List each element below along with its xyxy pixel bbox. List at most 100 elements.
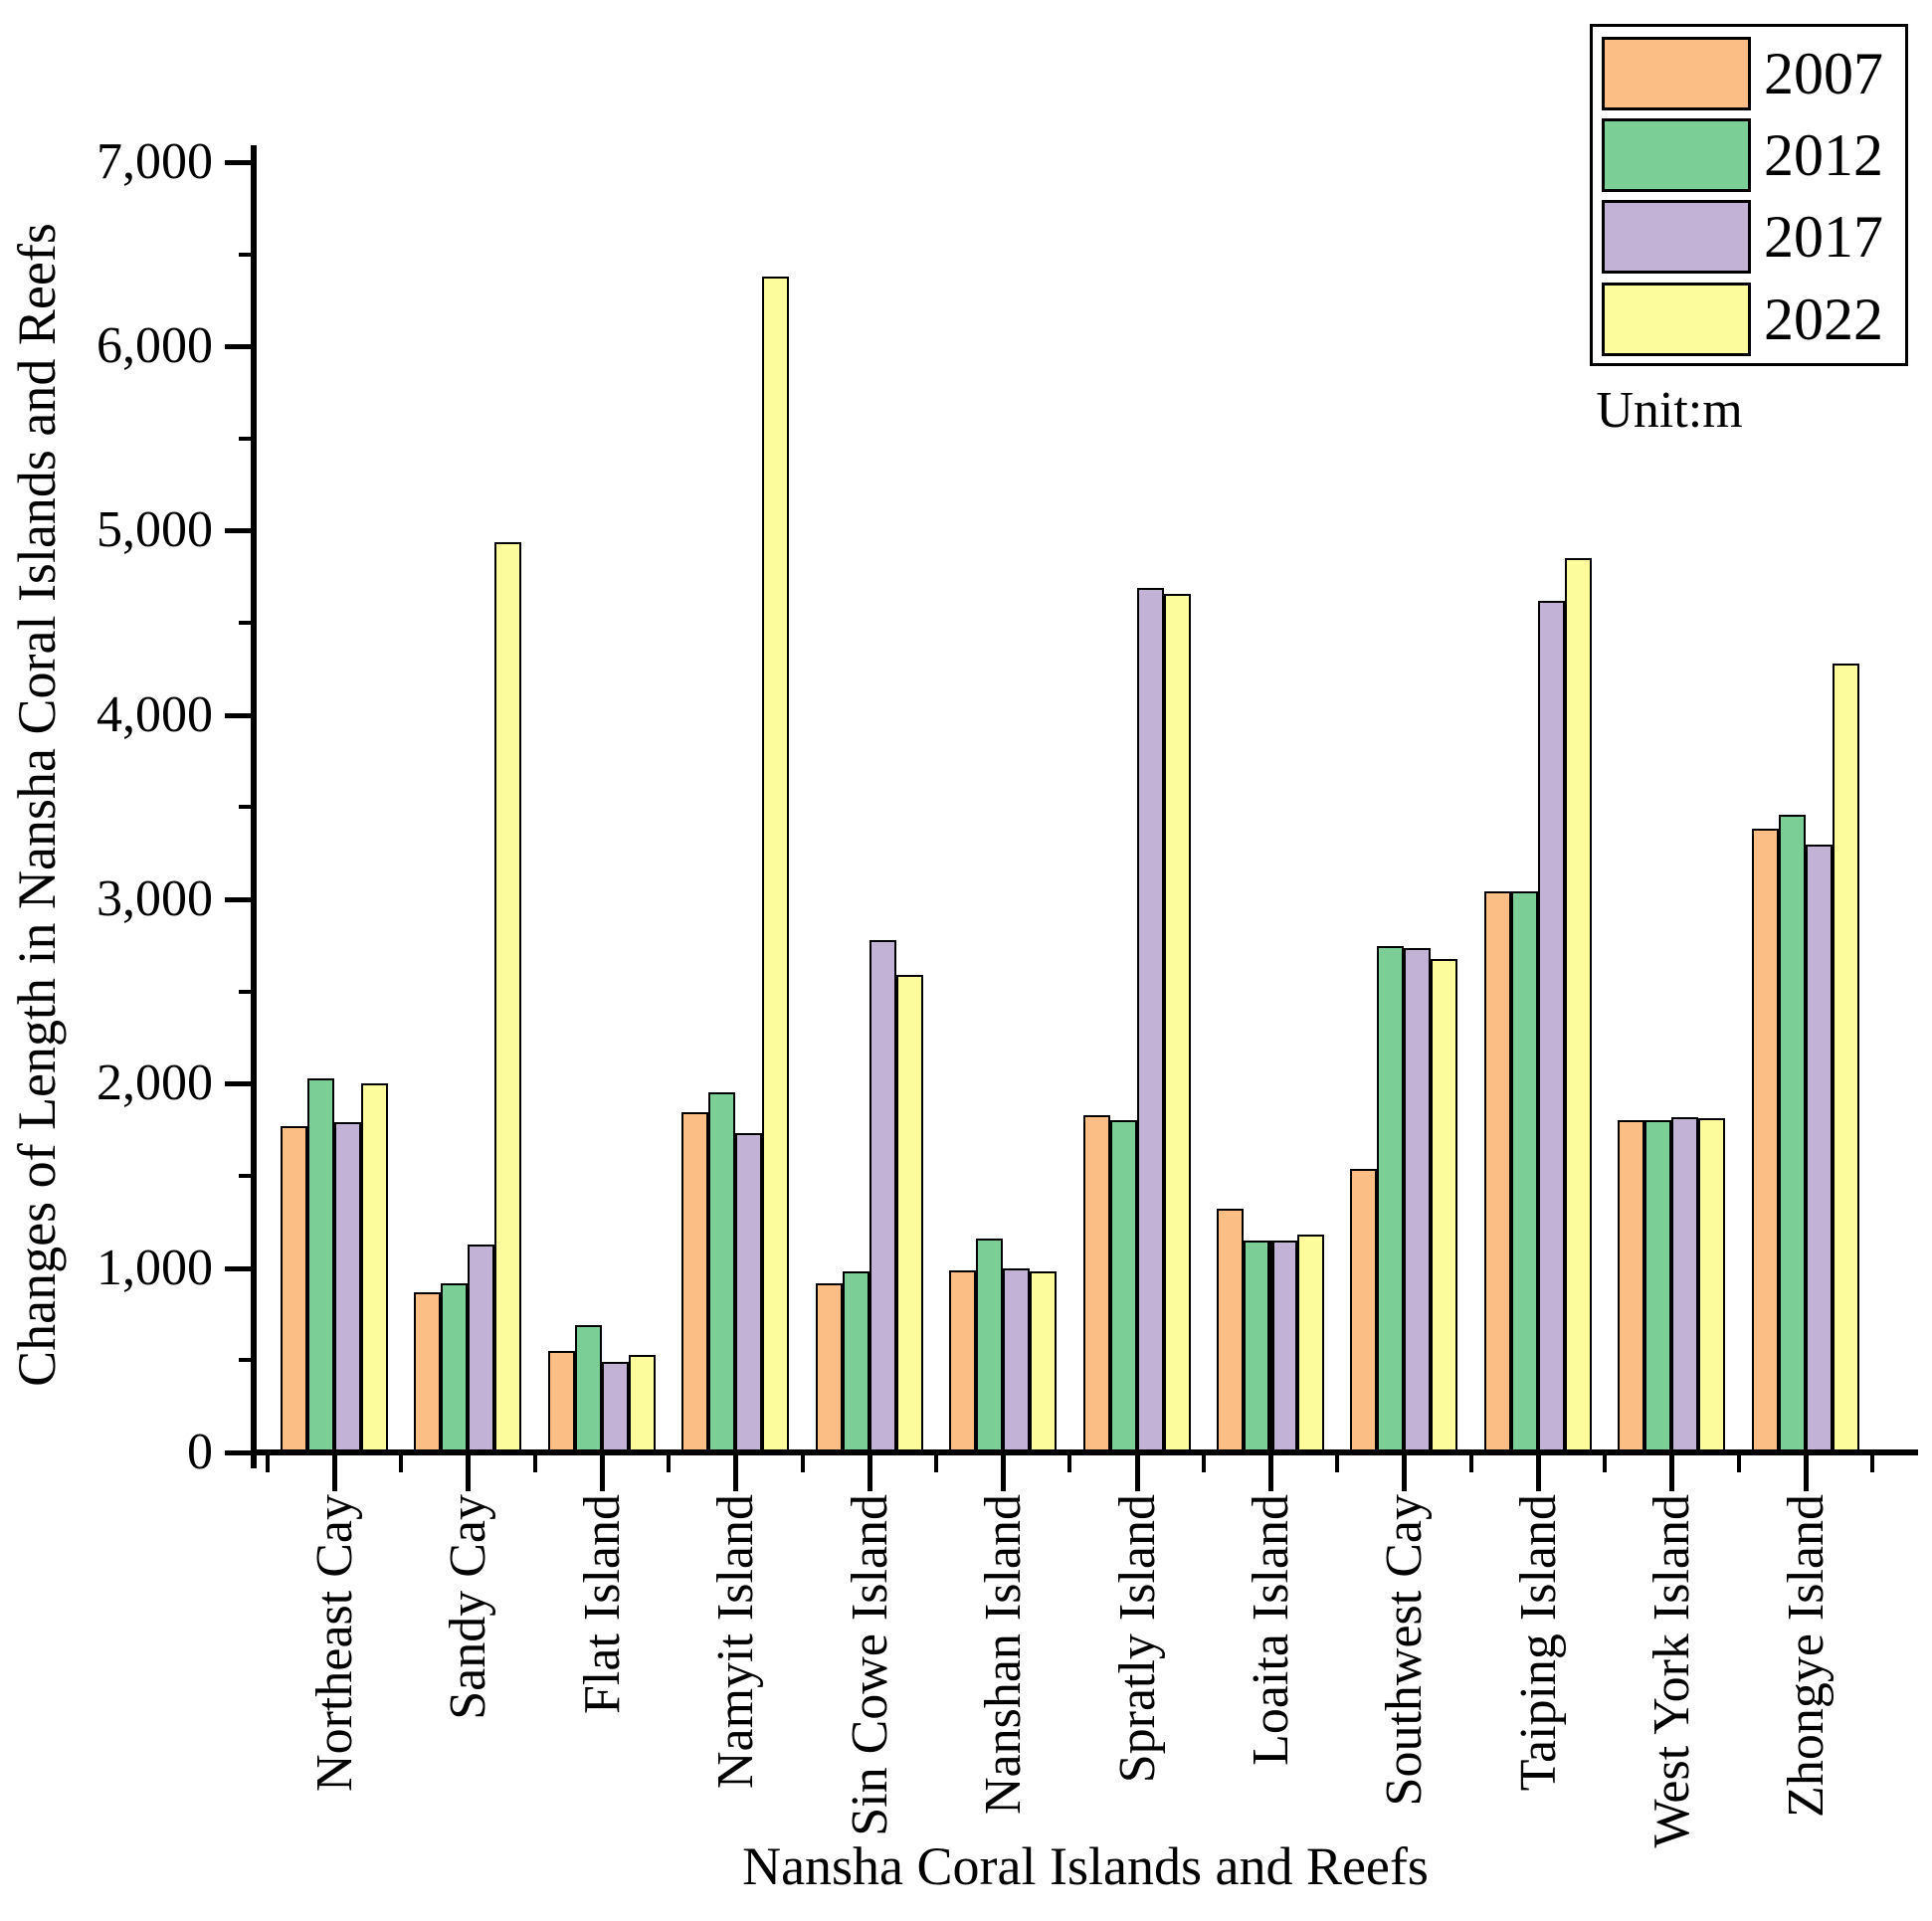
y-major-tick — [225, 713, 255, 718]
y-tick-label: 7,000 — [97, 133, 213, 190]
bar-2012-southwest-cay — [1377, 946, 1404, 1454]
bar-2022-zhongye-island — [1833, 664, 1859, 1454]
legend-label-2017: 2017 — [1764, 204, 1883, 270]
y-major-tick — [225, 897, 255, 902]
bar-2007-flat-island — [548, 1351, 575, 1454]
x-category-label-loaita-island: Loaita Island — [1243, 1494, 1299, 1766]
x-major-tick — [466, 1455, 471, 1491]
y-tick-label: 5,000 — [97, 501, 213, 558]
bar-2012-west-york-island — [1644, 1120, 1671, 1454]
bar-2017-sin-cowe-island — [869, 940, 896, 1454]
x-major-tick — [1669, 1455, 1674, 1491]
bar-2017-zhongye-island — [1806, 845, 1833, 1454]
bar-2012-northeast-cay — [307, 1078, 334, 1454]
bar-2022-namyit-island — [762, 277, 789, 1454]
x-category-label-southwest-cay: Southwest Cay — [1376, 1494, 1433, 1807]
x-major-tick — [1001, 1455, 1006, 1491]
y-minor-tick — [239, 1358, 255, 1362]
y-tick-label: 6,000 — [97, 317, 213, 374]
legend-swatch-2012 — [1602, 118, 1751, 192]
x-minor-tick — [1870, 1455, 1874, 1472]
bar-2007-southwest-cay — [1350, 1169, 1377, 1454]
x-major-tick — [1135, 1455, 1140, 1491]
bar-2007-zhongye-island — [1752, 829, 1779, 1454]
bar-2007-northeast-cay — [281, 1126, 307, 1454]
x-minor-tick — [934, 1455, 938, 1472]
x-major-tick — [600, 1455, 605, 1491]
bar-2007-nanshan-island — [949, 1270, 976, 1454]
x-major-tick — [1804, 1455, 1809, 1491]
x-minor-tick — [1202, 1455, 1206, 1472]
bar-2022-northeast-cay — [361, 1083, 388, 1454]
bar-2022-nanshan-island — [1030, 1271, 1057, 1454]
x-category-label-sandy-cay: Sandy Cay — [440, 1494, 496, 1720]
bar-2012-nanshan-island — [976, 1239, 1003, 1454]
x-axis-title: Nansha Coral Islands and Reefs — [742, 1836, 1429, 1896]
x-minor-tick — [1737, 1455, 1741, 1472]
legend-label-2022: 2022 — [1764, 287, 1883, 352]
bar-2007-sin-cowe-island — [816, 1283, 843, 1454]
x-category-label-flat-island: Flat Island — [574, 1494, 631, 1714]
y-major-tick — [225, 344, 255, 349]
bar-2022-southwest-cay — [1431, 959, 1457, 1454]
x-major-tick — [1402, 1455, 1407, 1491]
x-category-label-nanshan-island: Nanshan Island — [975, 1494, 1032, 1816]
bar-2007-spratly-island — [1083, 1115, 1110, 1454]
bar-2022-taiping-island — [1565, 558, 1592, 1454]
y-minor-tick — [239, 437, 255, 441]
bar-2017-flat-island — [602, 1362, 629, 1454]
legend: 2007 2012 2017 2022 — [1590, 24, 1908, 366]
y-tick-label: 1,000 — [97, 1240, 213, 1296]
x-category-label-spratly-island: Spratly Island — [1109, 1494, 1166, 1784]
x-major-tick — [1268, 1455, 1273, 1491]
bar-2017-loaita-island — [1270, 1241, 1297, 1454]
bar-2007-taiping-island — [1484, 891, 1511, 1454]
bar-2022-spratly-island — [1164, 594, 1191, 1454]
bar-2012-spratly-island — [1110, 1120, 1137, 1454]
x-axis-line — [251, 1449, 1918, 1455]
x-minor-tick — [399, 1455, 403, 1472]
category-center-line-artifact — [1267, 1241, 1274, 1454]
y-tick-label: 3,000 — [97, 870, 213, 927]
bar-2007-west-york-island — [1618, 1120, 1644, 1454]
x-minor-tick — [667, 1455, 671, 1472]
x-category-label-zhongye-island: Zhongye Island — [1778, 1494, 1835, 1818]
unit-note: Unit:m — [1596, 382, 1743, 439]
y-minor-tick — [239, 990, 255, 994]
x-major-tick — [332, 1455, 337, 1491]
y-minor-tick — [239, 805, 255, 809]
bar-2022-sandy-cay — [494, 542, 521, 1454]
x-minor-tick — [801, 1455, 805, 1472]
y-major-tick — [225, 528, 255, 533]
x-major-tick — [868, 1455, 872, 1491]
x-major-tick — [733, 1455, 738, 1491]
bar-2012-taiping-island — [1511, 891, 1538, 1454]
legend-swatch-2017 — [1602, 200, 1751, 274]
y-minor-tick — [239, 1174, 255, 1178]
x-category-label-taiping-island: Taiping Island — [1510, 1494, 1567, 1792]
x-category-label-namyit-island: Namyit Island — [707, 1494, 764, 1790]
legend-swatch-2007 — [1602, 37, 1751, 110]
bar-2017-west-york-island — [1671, 1117, 1698, 1454]
y-major-tick — [225, 160, 255, 165]
y-major-tick — [225, 1450, 255, 1455]
x-minor-tick — [533, 1455, 537, 1472]
bar-2017-spratly-island — [1137, 588, 1164, 1454]
bar-2012-zhongye-island — [1779, 815, 1806, 1454]
bar-2017-southwest-cay — [1404, 948, 1431, 1454]
bar-2012-sin-cowe-island — [843, 1271, 869, 1454]
x-category-label-west-york-island: West York Island — [1643, 1494, 1700, 1848]
bar-2022-west-york-island — [1698, 1118, 1725, 1454]
bar-2017-nanshan-island — [1003, 1268, 1030, 1454]
y-major-tick — [225, 1081, 255, 1086]
y-major-tick — [225, 1266, 255, 1271]
legend-label-2007: 2007 — [1764, 41, 1883, 106]
bar-2017-taiping-island — [1538, 601, 1565, 1454]
bar-2007-namyit-island — [681, 1112, 708, 1454]
bar-2017-northeast-cay — [334, 1122, 361, 1454]
bar-2012-sandy-cay — [441, 1283, 468, 1454]
bar-2012-flat-island — [575, 1325, 602, 1454]
legend-swatch-2022 — [1602, 283, 1751, 356]
y-tick-label: 0 — [187, 1424, 213, 1480]
